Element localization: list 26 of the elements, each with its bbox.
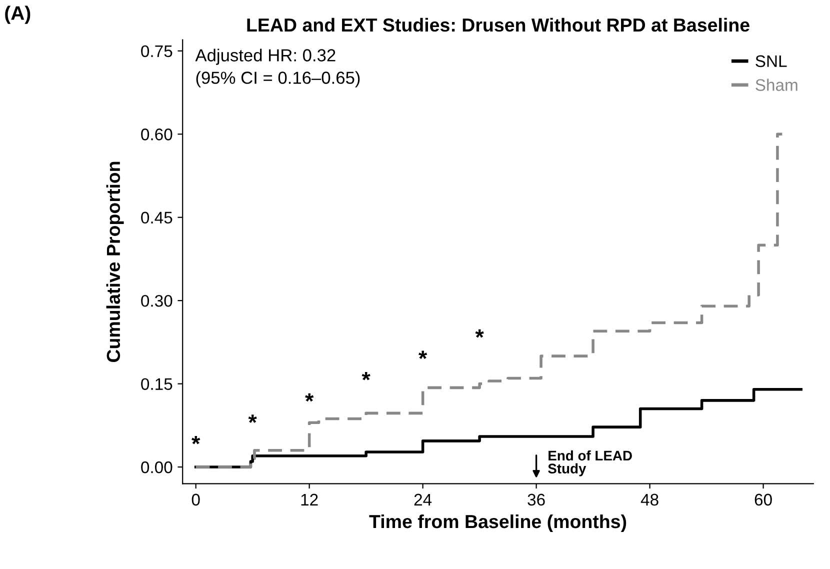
x-tick-label: 0 (192, 494, 200, 506)
y-tick-label: 0.00 (141, 461, 172, 474)
annotation: * (305, 393, 314, 402)
legend-label: SNL (756, 55, 787, 68)
x-axis-title: Time from Baseline (months) (369, 514, 626, 532)
y-tick-label: 0.60 (141, 128, 172, 140)
annotation: End of LEAD Study (548, 450, 632, 476)
annotation: Adjusted HR: 0.32 (95% CI = 0.16–0.65) (195, 48, 360, 88)
annotation: * (418, 350, 428, 359)
x-tick-label: 12 (301, 494, 318, 506)
y-tick-label: 0.15 (141, 378, 172, 390)
annotation: * (248, 414, 257, 423)
annotation: * (192, 436, 200, 444)
x-tick-label: 48 (640, 494, 658, 506)
y-tick-label: 0.45 (141, 212, 172, 224)
legend-label: Sham (756, 78, 798, 91)
y-tick-label: 0.30 (141, 294, 172, 307)
chart-title: LEAD and EXT Studies: Drusen Without RPD at Baseline (247, 18, 750, 32)
y-tick-label: 0.75 (141, 45, 172, 58)
text: (A) (5, 6, 30, 24)
x-tick-label: 36 (528, 494, 545, 506)
annotation: * (475, 329, 484, 338)
x-tick-label: 60 (754, 494, 772, 506)
x-tick-label: 24 (414, 494, 432, 506)
annotation: * (362, 372, 370, 380)
y-axis-title: Cumulative Proportion (106, 162, 124, 362)
